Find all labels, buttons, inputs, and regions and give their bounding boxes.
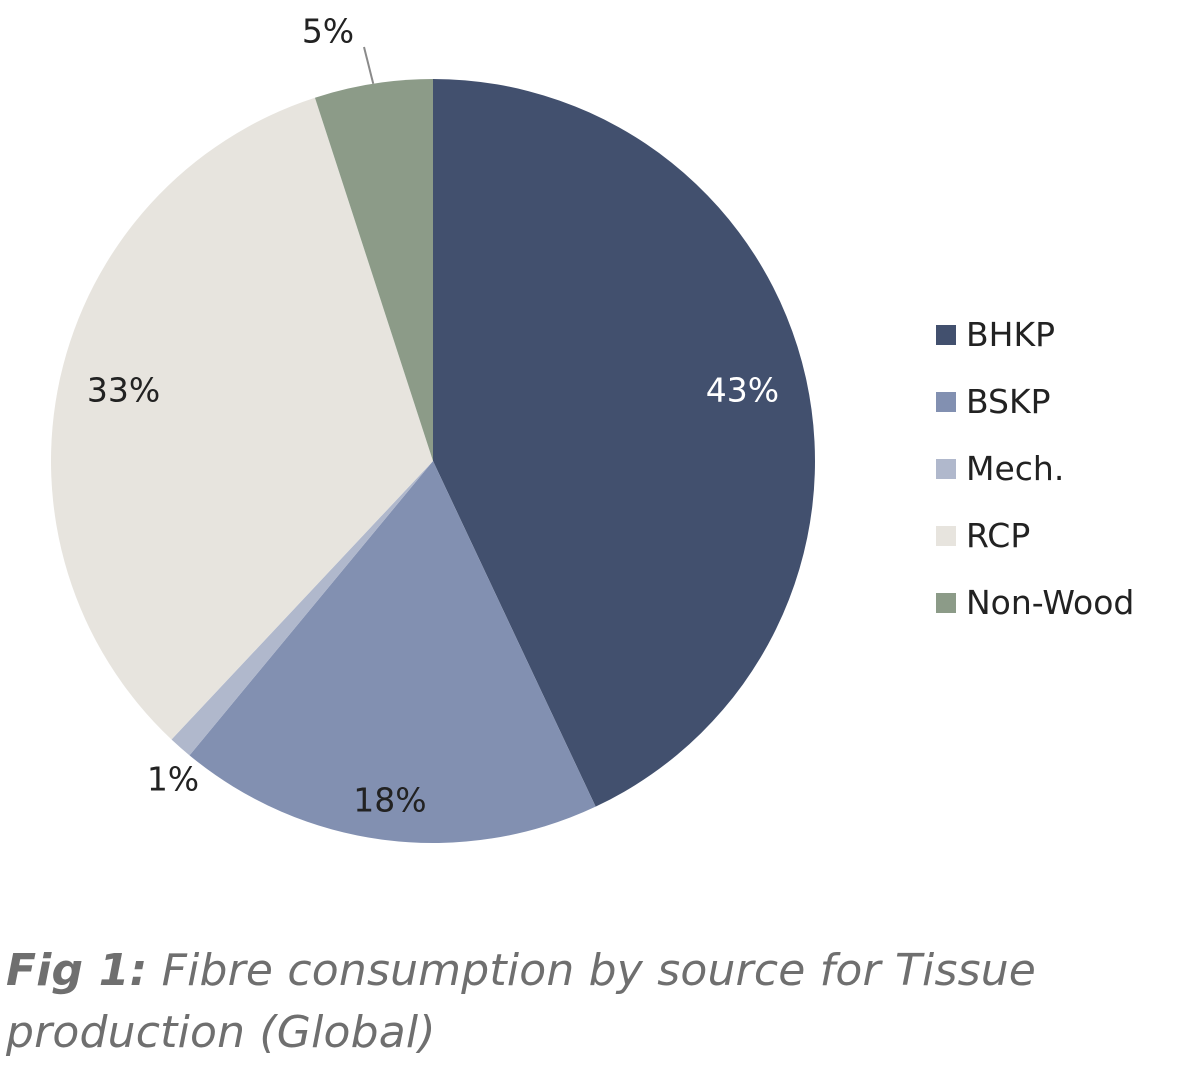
leader-line-non-wood xyxy=(363,46,375,84)
caption-text: Fibre consumption by source for Tissue p… xyxy=(6,945,1037,1058)
legend-item-non-wood: Non-Wood xyxy=(936,586,1196,620)
data-label-mech: 1% xyxy=(147,760,199,799)
data-label-non-wood: 5% xyxy=(302,12,354,51)
legend-swatch-rcp xyxy=(936,526,956,546)
figure-caption: Fig 1: Fibre consumption by source for T… xyxy=(6,940,1186,1064)
legend-label-rcp: RCP xyxy=(966,516,1031,555)
legend-item-mech: Mech. xyxy=(936,452,1196,486)
pie-slice-bskp xyxy=(189,461,596,843)
legend-item-bhkp: BHKP xyxy=(936,318,1196,352)
caption-prefix: Fig 1: xyxy=(6,945,148,996)
legend-label-bhkp: BHKP xyxy=(966,315,1055,354)
pie-chart: 43% 18% 1% 33% 5% xyxy=(50,12,815,843)
legend-swatch-non-wood xyxy=(936,593,956,613)
chart-legend: BHKP BSKP Mech. RCP Non-Wood xyxy=(936,318,1196,653)
legend-label-bskp: BSKP xyxy=(966,382,1051,421)
data-label-bhkp: 43% xyxy=(706,370,779,409)
legend-item-bskp: BSKP xyxy=(936,385,1196,419)
legend-item-rcp: RCP xyxy=(936,519,1196,553)
legend-swatch-bskp xyxy=(936,392,956,412)
data-label-rcp: 33% xyxy=(87,370,160,409)
legend-swatch-bhkp xyxy=(936,325,956,345)
data-label-bskp: 18% xyxy=(353,781,426,820)
legend-label-mech: Mech. xyxy=(966,449,1065,488)
pie-slice-bhkp xyxy=(433,79,815,807)
legend-swatch-mech xyxy=(936,459,956,479)
pie-slice-mech xyxy=(171,461,434,756)
pie-slice-rcp xyxy=(50,97,434,740)
pie-slice-non-wood xyxy=(314,79,433,461)
legend-label-non-wood: Non-Wood xyxy=(966,583,1135,622)
